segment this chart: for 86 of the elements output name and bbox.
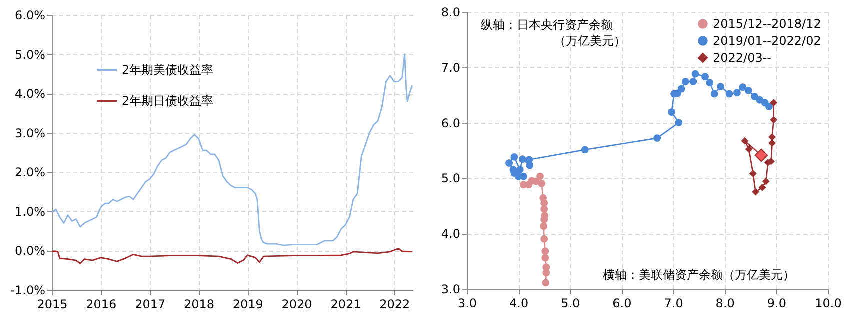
x-tick-label: 6.0	[612, 296, 632, 310]
point	[526, 156, 534, 164]
point	[581, 146, 589, 154]
annotation: （万亿美元）	[554, 34, 626, 48]
point	[770, 116, 778, 124]
x-tick-label: 7.0	[664, 296, 684, 310]
x-tick-label: 2015	[37, 298, 68, 312]
point	[520, 181, 528, 189]
point	[762, 178, 770, 186]
x-tick-label: 3.0	[458, 296, 478, 310]
point	[739, 84, 747, 92]
point	[710, 90, 718, 98]
point	[506, 160, 513, 167]
y-tick-label: 1.0%	[15, 204, 46, 219]
point	[726, 90, 734, 98]
point	[768, 140, 776, 148]
point	[542, 248, 550, 256]
x-tick-label: 2018	[184, 298, 215, 312]
y-tick-label: 4.0%	[15, 87, 46, 102]
point	[516, 166, 524, 174]
line-series	[51, 54, 414, 246]
legend-label: 2022/03--	[713, 51, 772, 65]
point	[540, 194, 548, 202]
point	[654, 134, 662, 142]
point	[542, 264, 550, 272]
x-tick-label: 2016	[86, 298, 117, 312]
point	[536, 172, 544, 180]
x-tick-label: 9.0	[767, 296, 786, 310]
y-tick-label: 3.0%	[15, 126, 46, 140]
point	[734, 89, 741, 97]
point	[706, 79, 714, 87]
legend-label: 2年期日债收益率	[122, 94, 214, 108]
point	[682, 78, 690, 86]
y-tick-label: 5.0	[441, 172, 460, 186]
point	[518, 156, 526, 164]
point	[741, 137, 749, 145]
point	[542, 279, 550, 287]
point	[752, 188, 760, 196]
point	[766, 103, 773, 110]
y-tick-label: 4.0	[441, 227, 460, 242]
x-tick-label: 4.0	[510, 296, 529, 310]
point	[538, 180, 546, 188]
point	[692, 70, 700, 78]
point	[751, 93, 758, 100]
point	[678, 85, 686, 93]
point	[690, 78, 698, 86]
legend-label: 2019/01--2022/02	[713, 34, 822, 48]
point	[542, 254, 550, 262]
y-tick-label: 8.0	[441, 6, 460, 20]
point	[540, 206, 548, 213]
point	[768, 133, 776, 141]
y-tick-label: 6.0	[441, 116, 460, 130]
point	[510, 153, 518, 161]
point	[702, 73, 709, 81]
y-tick-label: 7.0	[441, 60, 460, 75]
point	[770, 99, 778, 107]
point	[717, 83, 724, 90]
x-tick-label: 2019	[232, 298, 264, 312]
legend-label: 2年期美债收益率	[122, 63, 214, 77]
point	[510, 166, 518, 174]
point	[668, 108, 676, 116]
legend-label: 2015/12--2018/12	[713, 17, 822, 31]
x-tick-label: 2022	[380, 298, 410, 312]
y-tick-label: 3.0	[441, 282, 460, 296]
y-tick-label: 5.0%	[15, 48, 46, 62]
y-tick-label: 0.0%	[15, 244, 46, 258]
point	[540, 235, 548, 243]
x-tick-label: 10.0	[815, 296, 842, 310]
x-tick-label: 2021	[330, 298, 362, 312]
x-tick-label: 2020	[282, 298, 312, 312]
point	[540, 222, 548, 230]
point	[744, 86, 752, 94]
point	[758, 184, 766, 192]
y-tick-label: 6.0%	[15, 8, 46, 22]
point	[754, 148, 768, 162]
y-tick-label: 2.0%	[15, 166, 46, 180]
line-series	[51, 248, 414, 264]
x-tick-label: 2017	[135, 298, 166, 312]
annotation: 横轴：美联储资产余额（万亿美元）	[603, 268, 795, 282]
point	[750, 170, 757, 178]
point	[745, 146, 753, 154]
point	[675, 119, 683, 126]
annotation: 纵轴：日本央行资产余额	[481, 18, 613, 32]
x-tick-label: 5.0	[561, 296, 580, 310]
x-tick-label: 8.0	[716, 296, 735, 310]
y-tick-label: -1.0%	[10, 284, 46, 298]
